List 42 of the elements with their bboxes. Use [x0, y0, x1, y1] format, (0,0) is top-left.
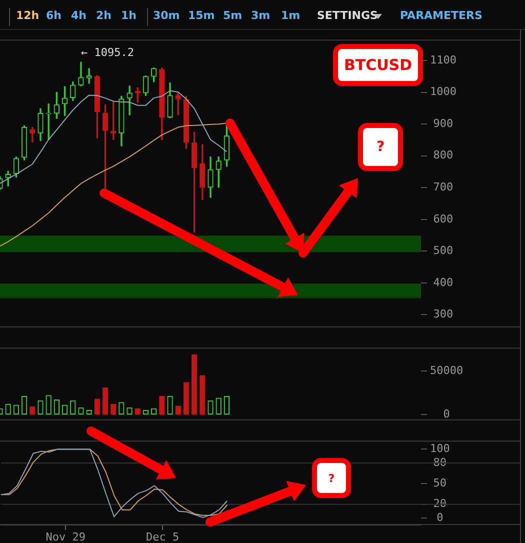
text: 30m — [153, 9, 180, 22]
bar — [159, 396, 165, 414]
bar — [183, 382, 190, 414]
text: 3m — [251, 9, 270, 22]
candlestick — [86, 68, 92, 84]
text: 12h — [16, 9, 40, 22]
bar — [200, 375, 206, 414]
y-tick-label: 20 — [433, 497, 447, 510]
text: 1m — [281, 9, 300, 22]
y-tick-label: 1000 — [430, 85, 456, 98]
callout-box: ? — [358, 123, 403, 171]
y-tick-label: 600 — [433, 212, 454, 226]
annotation: ← 1095.2 — [81, 46, 134, 60]
x-tick-label: Dec 5 — [146, 530, 180, 543]
y-tick-label: 50 — [433, 476, 447, 490]
y-tick-label: 1100 — [430, 53, 456, 66]
y-tick-label: 50000 — [430, 364, 464, 377]
y-tick-label: 900 — [433, 116, 454, 130]
bar — [94, 398, 100, 414]
bar — [110, 404, 116, 414]
callout-box: BTCUSD — [333, 44, 423, 86]
text: PARAMETERS — [400, 9, 482, 22]
x-tick-label: Nov 29 — [46, 530, 86, 543]
text: 15m — [188, 9, 215, 22]
candlestick — [126, 86, 132, 116]
text: 4h — [71, 9, 86, 22]
text: SETTINGS — [317, 9, 378, 22]
bar — [191, 354, 198, 414]
y-tick-label: 0 — [443, 408, 450, 421]
text: 6h — [46, 9, 62, 22]
text: 2h — [96, 9, 112, 22]
y-tick-label: 300 — [433, 308, 454, 321]
y-tick-label: 800 — [433, 148, 454, 162]
y-tick-label: 400 — [433, 276, 454, 289]
y-tick-label: 700 — [433, 180, 454, 194]
text: 5m — [223, 9, 242, 22]
callout-box: ? — [312, 458, 351, 498]
bar — [102, 387, 108, 414]
y-tick-label: 500 — [433, 244, 454, 258]
y-tick-label: 0 — [436, 510, 444, 524]
text: 1h — [121, 9, 136, 22]
y-tick-label: 100 — [430, 442, 450, 456]
